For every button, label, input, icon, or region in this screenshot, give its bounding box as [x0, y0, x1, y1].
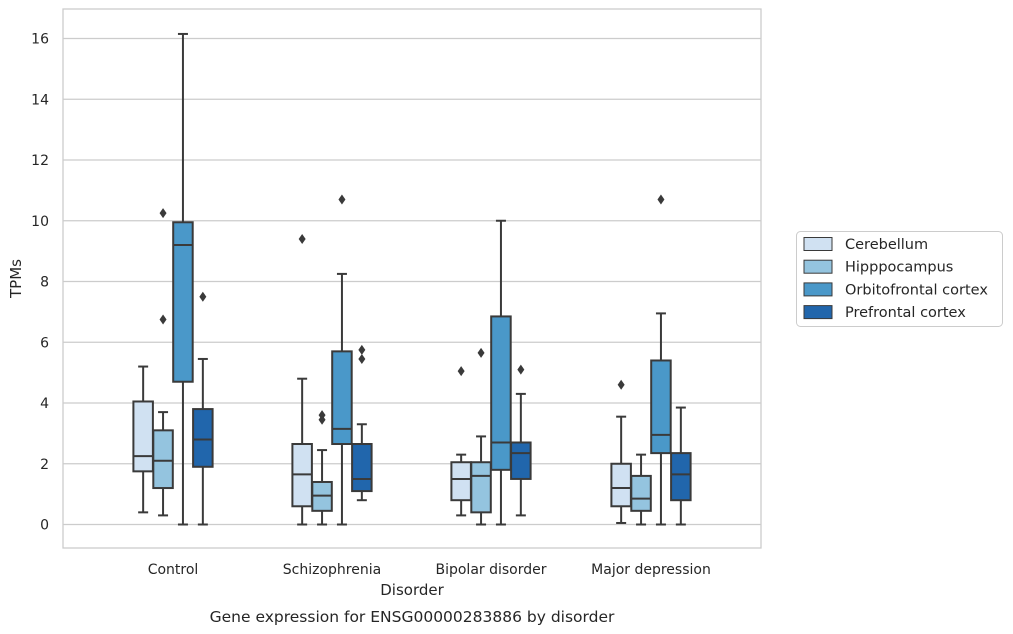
- box-0-0: [132, 365, 154, 514]
- box-3-3: [670, 406, 692, 526]
- box-iqr: [470, 461, 492, 514]
- y-tick-label: 10: [31, 214, 49, 230]
- box-3-1: [630, 453, 652, 526]
- box-iqr: [331, 350, 353, 446]
- outlier-point: [159, 314, 167, 325]
- legend-swatch: [803, 305, 833, 320]
- box-0-1: [152, 208, 174, 517]
- legend-swatch: [803, 237, 833, 251]
- legend: Cerebellum Hipppocampus Orbitofrontal cort…: [796, 231, 1003, 327]
- y-tick-label: 14: [31, 92, 49, 108]
- outlier-point: [298, 233, 306, 244]
- box-0-2: [172, 32, 194, 526]
- x-tick-label: Major depression: [591, 562, 711, 578]
- y-tick-label: 0: [40, 518, 49, 534]
- box-0-3: [192, 291, 214, 526]
- legend-label: Prefrontal cortex: [845, 305, 966, 321]
- legend-label: Hipppocampus: [845, 260, 953, 276]
- box-1-3: [351, 344, 373, 502]
- y-axis-ticks: 0 2 4 6 8 10 12 14 16: [31, 32, 49, 534]
- outlier-point: [657, 194, 665, 205]
- x-tick-label: Schizophrenia: [283, 562, 381, 578]
- outlier-point: [517, 364, 525, 375]
- x-tick-label: Control: [148, 562, 199, 578]
- legend-swatch: [803, 259, 833, 274]
- outlier-point: [338, 194, 346, 205]
- y-tick-label: 4: [40, 396, 49, 412]
- box-2-3: [510, 364, 532, 517]
- box-1-0: [291, 233, 313, 526]
- boxes: [132, 32, 692, 526]
- legend-label: Orbitofrontal cortex: [845, 282, 988, 298]
- outlier-point: [477, 347, 485, 358]
- plot-area-frame: [62, 8, 762, 549]
- box-2-2: [490, 219, 512, 526]
- legend-frame: [796, 231, 1003, 327]
- box-iqr: [510, 441, 532, 480]
- box-3-0: [610, 379, 632, 524]
- box-2-0: [450, 366, 472, 517]
- box-iqr: [610, 462, 632, 508]
- box-iqr: [490, 315, 512, 471]
- box-iqr: [351, 443, 373, 493]
- box-iqr: [152, 429, 174, 490]
- outlier-point: [457, 366, 465, 377]
- box-iqr: [450, 461, 472, 502]
- y-tick-label: 2: [40, 457, 49, 473]
- box-iqr: [630, 474, 652, 512]
- box-3-2: [650, 194, 672, 526]
- y-tick-label: 8: [40, 275, 49, 291]
- box-iqr: [670, 452, 692, 502]
- box-iqr: [132, 400, 154, 473]
- outlier-point: [358, 344, 366, 355]
- box-2-1: [470, 347, 492, 526]
- box-iqr: [172, 221, 194, 383]
- box-1-1: [311, 410, 333, 526]
- outlier-point: [358, 353, 366, 364]
- chart-caption: Gene expression for ENSG00000283886 by d…: [210, 608, 615, 626]
- legend-swatch: [803, 282, 833, 297]
- outlier-point: [199, 291, 207, 302]
- outlier-point: [318, 414, 326, 425]
- y-axis-title: TPMs: [7, 259, 25, 299]
- x-axis-ticks: Control Schizophrenia Bipolar disorder Majo…: [148, 562, 711, 578]
- y-tick-label: 6: [40, 335, 49, 351]
- box-iqr: [192, 408, 214, 468]
- outlier-point: [159, 208, 167, 219]
- box-1-2: [331, 194, 353, 526]
- x-tick-label: Bipolar disorder: [435, 562, 546, 578]
- y-tick-label: 16: [31, 32, 49, 48]
- y-tick-label: 12: [31, 153, 49, 169]
- box-iqr: [650, 359, 672, 455]
- x-axis-title: Disorder: [380, 581, 444, 599]
- legend-label: Cerebellum: [845, 237, 928, 253]
- outlier-point: [617, 379, 625, 390]
